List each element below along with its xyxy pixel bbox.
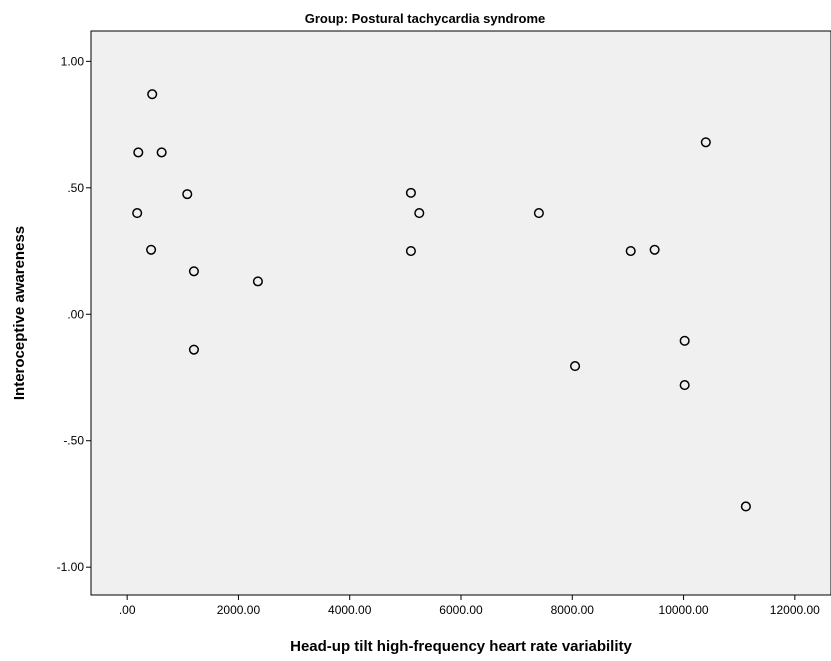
x-tick-label: .00 [119, 603, 136, 617]
data-point [133, 147, 144, 158]
data-point [740, 501, 751, 512]
data-point [625, 245, 636, 257]
plot-area [90, 30, 831, 596]
x-tick-label: 2000.00 [217, 603, 261, 617]
y-axis-title: Interoceptive awareness [11, 226, 28, 400]
data-point [405, 245, 416, 257]
data-point [188, 266, 199, 277]
x-tick-label: 6000.00 [439, 603, 483, 617]
data-point [533, 208, 544, 219]
x-tick-label: 10000.00 [659, 603, 709, 617]
y-tick-label: .50 [67, 181, 84, 195]
data-point [188, 344, 199, 355]
y-tick-label: 1.00 [61, 54, 85, 68]
data-point [252, 276, 263, 287]
data-point [570, 361, 581, 372]
y-tick-label: -.50 [63, 434, 84, 448]
chart-title: Group: Postural tachycardia syndrome [305, 11, 546, 26]
data-point [700, 137, 711, 148]
data-point [182, 189, 193, 200]
data-point [679, 335, 690, 346]
data-point [405, 187, 416, 198]
x-axis: .00 2000.00 4000.00 6000.00 8000.00 10000.00 1… [119, 595, 820, 617]
y-axis: 1.00 .50 .00 -.50 -1.00 [57, 54, 91, 574]
y-tick-label: .00 [67, 307, 84, 321]
y-tick-label: -1.00 [57, 560, 85, 574]
x-tick-label: 4000.00 [328, 603, 372, 617]
data-points [132, 89, 751, 512]
data-point [156, 147, 167, 158]
data-point [147, 89, 158, 100]
data-point [679, 380, 690, 391]
data-point [414, 208, 425, 219]
data-point [132, 208, 143, 219]
data-point [146, 244, 157, 255]
data-point [649, 244, 660, 255]
x-tick-label: 8000.00 [551, 603, 595, 617]
x-tick-label: 12000.00 [770, 603, 820, 617]
x-axis-title: Head-up tilt high-frequency heart rate v… [290, 638, 632, 655]
